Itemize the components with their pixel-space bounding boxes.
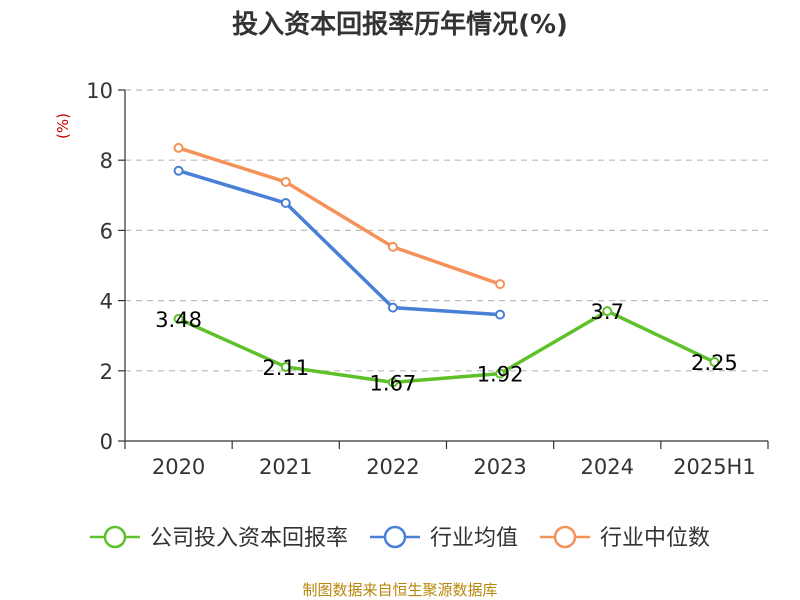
x-tick-label: 2023 [473,455,526,479]
data-point [387,241,398,252]
data-point [387,302,398,313]
data-point [495,309,506,320]
data-label: 1.92 [477,363,524,387]
grid-lines [125,89,768,372]
source-note: 制图数据来自恒生聚源数据库 [302,581,497,599]
data-label: 2.25 [691,351,738,375]
y-tick-label: 8 [100,149,113,173]
y-tick-label: 2 [100,360,113,384]
legend-swatch-marker [383,525,407,549]
legend: 公司投入资本回报率 行业均值 行业中位数 [89,525,710,551]
y-tick-label: 6 [100,219,113,243]
x-tick-label: 2021 [259,455,312,479]
y-tick-label: 4 [100,290,113,314]
x-tick-label: 2022 [366,455,419,479]
data-point [173,142,184,153]
data-label: 3.48 [155,308,202,332]
series-line [177,309,716,385]
data-point [280,176,291,187]
y-tick-label: 0 [100,430,113,454]
legend-label: 公司投入资本回报率 [150,526,348,551]
data-labels: 3.48 2.11 1.67 1.92 3.7 2.25 [155,300,738,395]
data-point [495,279,506,290]
x-tick-label: 2020 [152,455,205,479]
legend-item: 行业中位数 [540,525,710,551]
data-label: 3.7 [591,300,624,324]
data-point [173,313,184,324]
series-layer [173,142,720,388]
x-tick-label: 2025H1 [673,455,756,479]
legend-item: 行业均值 [369,525,518,551]
legend-label: 行业均值 [430,526,518,551]
series-line [178,169,501,317]
data-label: 1.67 [370,371,417,395]
data-label: 2.11 [262,356,309,380]
data-point [280,361,291,372]
y-axis-label: (%) [54,113,72,139]
data-point [495,368,506,379]
data-point [173,165,184,176]
series-line [178,146,501,286]
data-point [602,306,613,317]
axes: 0 2 4 6 8 10 2020 2021 2022 2023 2024 2025H1 [86,79,769,479]
legend-item: 公司投入资本回报率 [89,525,348,551]
data-point [280,198,291,209]
data-point [387,377,398,388]
chart-title: 投入资本回报率历年情况(%) [232,9,568,40]
legend-swatch-marker [553,525,577,549]
legend-swatch-marker [103,525,127,549]
data-point [709,357,720,368]
y-tick-label: 10 [86,79,113,103]
x-tick-label: 2024 [581,455,634,479]
legend-label: 行业中位数 [600,526,710,551]
